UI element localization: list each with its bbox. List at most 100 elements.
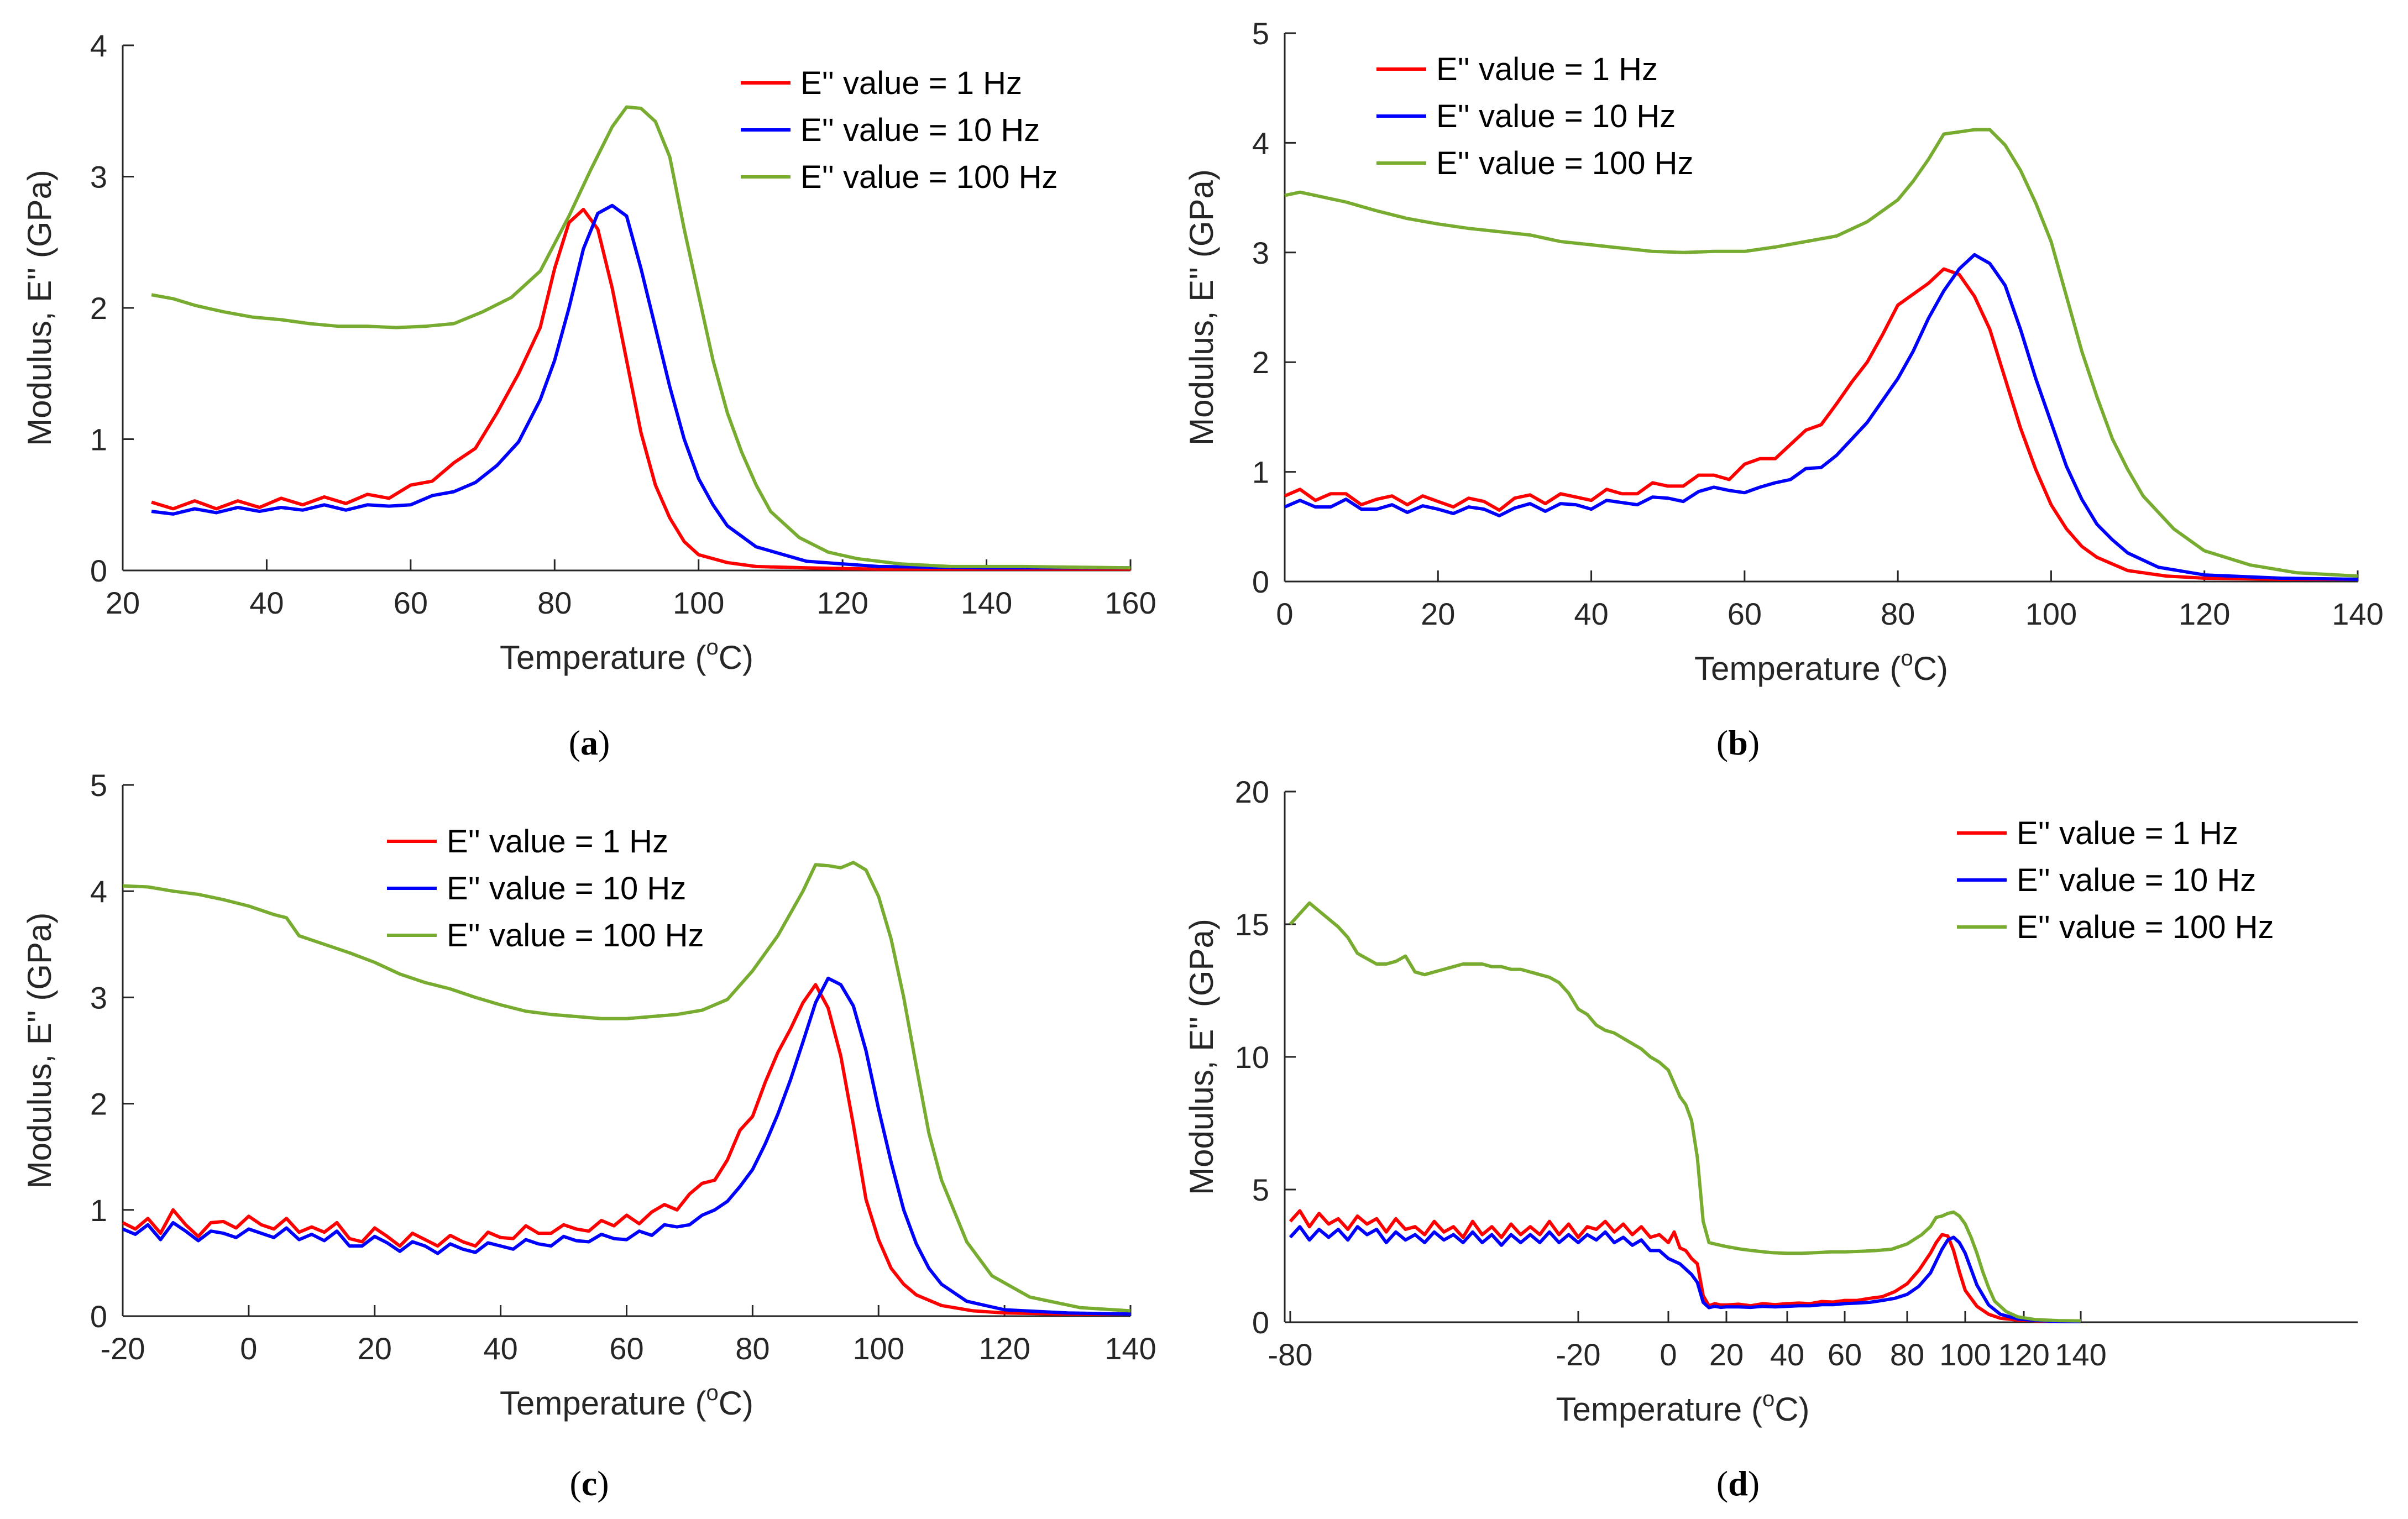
y-tick-label: 2 <box>90 1087 107 1122</box>
legend-label: E'' value = 100 Hz <box>1436 145 1693 181</box>
legend-label: E'' value = 1 Hz <box>447 824 668 860</box>
series-line-1 <box>122 983 1130 1316</box>
x-tick-label: -20 <box>101 1331 145 1366</box>
y-axis-label: Modulus, E'' (GPa) <box>21 913 58 1189</box>
x-tick-label: 0 <box>240 1331 257 1366</box>
legend-label: E'' value = 10 Hz <box>2017 862 2256 898</box>
x-tick-label: 40 <box>1574 596 1608 631</box>
y-axis-label: Modulus, E'' (GPa) <box>1183 169 1220 446</box>
y-tick-label: 1 <box>1252 455 1269 490</box>
y-tick-label: 4 <box>1252 125 1269 160</box>
x-tick-label: -20 <box>1556 1337 1601 1372</box>
y-tick-label: 2 <box>1252 345 1269 380</box>
series-line-2 <box>1289 1225 2081 1323</box>
y-tick-label: 5 <box>1252 16 1269 51</box>
legend-label: E'' value = 1 Hz <box>800 65 1022 101</box>
legend: E'' value = 1 Hz E'' value = 10 Hz E'' val… <box>741 65 1058 195</box>
legend: E'' value = 1 Hz E'' value = 10 Hz E'' val… <box>1376 51 1693 181</box>
series-line-3 <box>1289 901 2081 1323</box>
x-tick-label: 60 <box>1728 596 1762 631</box>
series-line-1 <box>1289 1209 2081 1323</box>
x-tick-label: 140 <box>2055 1337 2106 1372</box>
x-tick-label: 100 <box>853 1331 904 1366</box>
panel-caption: (b) <box>1716 723 1760 762</box>
x-tick-label: 0 <box>1660 1337 1677 1372</box>
y-tick-label: 2 <box>90 291 107 326</box>
series-line-2 <box>122 976 1131 1316</box>
x-tick-label: 140 <box>2332 596 2383 631</box>
y-tick-label: 15 <box>1235 907 1269 942</box>
legend-label: E'' value = 100 Hz <box>800 159 1058 195</box>
panel-caption: (a) <box>569 723 610 762</box>
panel-caption: (c) <box>569 1464 609 1503</box>
y-tick-label: 1 <box>90 1193 107 1228</box>
panel-caption: (d) <box>1716 1464 1760 1503</box>
legend-label: E'' value = 10 Hz <box>1436 98 1676 134</box>
panel-b: 0 20 40 60 80 100 120 140 0 1 2 3 4 5 Temperature (oC)… <box>1183 16 2384 762</box>
series-line-1 <box>1284 267 2358 581</box>
legend-label: E'' value = 100 Hz <box>447 918 704 954</box>
x-tick-label: 80 <box>537 585 572 620</box>
x-tick-label: 100 <box>1939 1337 1991 1372</box>
y-tick-label: 5 <box>90 768 107 803</box>
x-tick-label: 100 <box>2025 596 2077 631</box>
x-axis-label: Temperature (oC) <box>500 1381 753 1422</box>
series-line-3 <box>122 861 1131 1313</box>
x-tick-label: 80 <box>1890 1337 1924 1372</box>
legend-label: E'' value = 1 Hz <box>1436 51 1658 87</box>
x-tick-label: 120 <box>816 585 868 620</box>
x-tick-label: 20 <box>358 1331 392 1366</box>
x-tick-label: 60 <box>609 1331 643 1366</box>
legend: E'' value = 1 Hz E'' value = 10 Hz E'' val… <box>1957 815 2274 945</box>
series-line-2 <box>151 203 1130 570</box>
y-tick-label: 0 <box>90 553 107 588</box>
x-tick-label: 20 <box>106 585 140 620</box>
x-tick-label: -80 <box>1268 1337 1313 1372</box>
y-tick-label: 1 <box>90 422 107 457</box>
y-tick-label: 0 <box>90 1299 107 1334</box>
x-tick-label: 120 <box>978 1331 1030 1366</box>
y-tick-label: 4 <box>90 874 107 909</box>
x-tick-label: 80 <box>1881 596 1915 631</box>
y-tick-label: 4 <box>90 28 107 63</box>
x-axis-label: Temperature (oC) <box>500 635 753 676</box>
panel-d: -80 -20 0 20 40 60 80 100 120 140 0 5 10 15 20 Temperat… <box>1183 774 2358 1503</box>
x-tick-label: 20 <box>1421 596 1455 631</box>
x-tick-label: 160 <box>1104 585 1156 620</box>
y-tick-label: 0 <box>1252 1305 1269 1340</box>
x-tick-label: 80 <box>735 1331 769 1366</box>
x-axis-label: Temperature (oC) <box>1694 646 1948 687</box>
y-tick-label: 20 <box>1235 774 1269 809</box>
y-tick-label: 0 <box>1252 564 1269 599</box>
series-line-2 <box>1284 253 2358 581</box>
y-tick-label: 10 <box>1235 1040 1269 1075</box>
y-axis-label: Modulus, E'' (GPa) <box>21 170 58 446</box>
x-axis-label: Temperature (oC) <box>1556 1387 1809 1428</box>
series-line-3 <box>1284 128 2358 578</box>
x-tick-label: 120 <box>2179 596 2230 631</box>
x-tick-label: 100 <box>673 585 724 620</box>
x-tick-label: 60 <box>1828 1337 1862 1372</box>
legend-label: E'' value = 10 Hz <box>447 871 686 907</box>
series-line-1 <box>151 207 1130 571</box>
x-tick-label: 0 <box>1276 596 1293 631</box>
y-tick-label: 3 <box>90 160 107 195</box>
y-tick-label: 3 <box>90 980 107 1015</box>
series-line-3 <box>151 105 1131 570</box>
x-tick-label: 60 <box>394 585 428 620</box>
x-tick-label: 40 <box>1770 1337 1804 1372</box>
x-tick-label: 40 <box>249 585 284 620</box>
legend-label: E'' value = 100 Hz <box>2017 909 2274 945</box>
x-tick-label: 40 <box>483 1331 517 1366</box>
x-tick-label: 140 <box>1104 1331 1156 1366</box>
y-tick-label: 5 <box>1252 1172 1269 1207</box>
x-tick-label: 140 <box>961 585 1012 620</box>
panel-a: 20 40 60 80 100 120 140 160 0 1 2 3 4 Temperature (oC… <box>21 28 1156 762</box>
legend-label: E'' value = 1 Hz <box>2017 815 2238 851</box>
y-axis-label: Modulus, E'' (GPa) <box>1183 919 1220 1195</box>
x-tick-label: 120 <box>1998 1337 2049 1372</box>
legend: E'' value = 1 Hz E'' value = 10 Hz E'' val… <box>387 824 704 954</box>
y-tick-label: 3 <box>1252 235 1269 270</box>
x-tick-label: 20 <box>1709 1337 1744 1372</box>
